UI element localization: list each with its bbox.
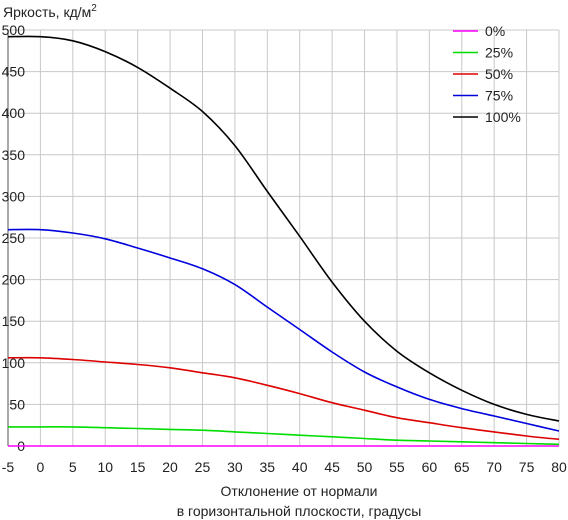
x-tick-labels: -5 0 5 10 15 20 25 30 35 40 45 50 55 60 65 70 75 80 [2,459,567,475]
y-tick-label: 500 [2,22,26,38]
x-tick-label: 45 [324,459,340,475]
x-tick-label: 75 [519,459,535,475]
y-tick-label: 450 [2,64,26,80]
legend-label-50pct: 50% [485,66,513,82]
y-tick-label: 250 [2,230,26,246]
series-line-75pct [7,228,560,432]
series-line-100pct [7,35,560,422]
legend-label-75pct: 75% [485,88,513,104]
x-tick-label: 80 [551,459,567,475]
x-tick-label: 20 [162,459,178,475]
legend-label-0pct: 0% [485,23,505,39]
y-tick-label: 100 [2,355,26,371]
x-tick-label: 10 [97,459,113,475]
x-tick-label: 60 [422,459,438,475]
x-tick-label: 65 [454,459,470,475]
x-tick-label: -5 [2,459,15,475]
series-lines [7,35,560,447]
legend-label-100pct: 100% [485,109,521,125]
y-axis-label: Яркость, кд/м2 [3,3,97,20]
y-tick-label: 150 [2,313,26,329]
x-tick-label: 0 [37,459,45,475]
grid [7,29,560,447]
x-tick-label: 15 [130,459,146,475]
series-line-50pct [7,356,560,441]
series-line-25pct [7,426,560,446]
y-tick-label: 200 [2,272,26,288]
x-tick-label: 35 [260,459,276,475]
legend: 0% 25% 50% 75% 100% [453,23,521,125]
x-tick-label: 50 [357,459,373,475]
y-tick-label: 50 [9,396,25,412]
x-axis-label-line1: Отклонение от нормали [221,483,378,499]
x-axis-label-line2: в горизонтальной плоскости, градусы [177,503,422,519]
x-tick-label: 30 [227,459,243,475]
x-tick-label: 5 [69,459,77,475]
x-tick-label: 70 [486,459,502,475]
y-tick-label: 350 [2,147,26,163]
y-tick-label: 400 [2,105,26,121]
x-tick-label: 55 [389,459,405,475]
y-tick-label: 300 [2,188,26,204]
x-tick-label: 25 [195,459,211,475]
x-tick-label: 40 [292,459,308,475]
legend-label-25pct: 25% [485,45,513,61]
